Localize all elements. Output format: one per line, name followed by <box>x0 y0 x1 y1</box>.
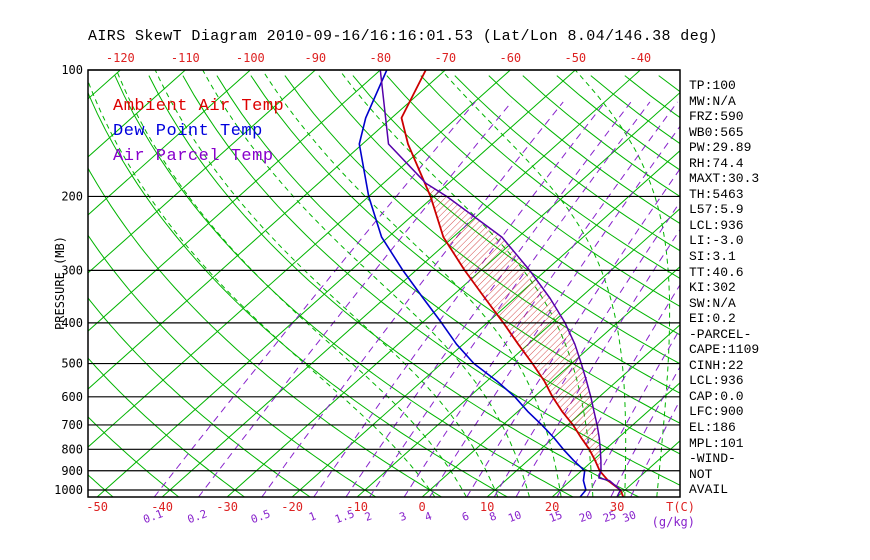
pressure-tick-label: 800 <box>61 442 83 456</box>
parcel-temp-curve <box>379 70 622 497</box>
index-line: MAXT:30.3 <box>689 171 760 187</box>
index-line: TP:100 <box>689 78 736 93</box>
pressure-tick-label: 100 <box>61 63 83 77</box>
bottom-temp-tick-label: 20 <box>545 500 559 514</box>
temp-unit-label: T(C) <box>666 500 695 514</box>
top-temp-tick-label: -90 <box>304 51 326 65</box>
chart-title: AIRS SkewT Diagram 2010-09-16/16:16:01.5… <box>88 28 718 45</box>
bottom-temp-tick-label: 0 <box>418 500 425 514</box>
top-temp-tick-label: -110 <box>171 51 200 65</box>
index-line: NOT <box>689 466 713 482</box>
plot-area <box>88 70 680 497</box>
mixing-ratio-tick-label: 2 <box>363 509 374 523</box>
sounding-indices-panel: TP:100 MW:N/A FRZ:590 WB0:565 PW:29.89 RH:74.… <box>689 78 759 498</box>
plot-frame <box>87 69 681 498</box>
index-line: CAPE:1109 <box>689 342 760 358</box>
pressure-tick-label: 900 <box>61 464 83 478</box>
mixing-ratio-tick-label: 25 <box>601 508 618 525</box>
pressure-tick-label: 300 <box>61 263 83 277</box>
pressure-tick-label: 600 <box>61 390 83 404</box>
index-line: SW:N/A <box>689 295 736 311</box>
bottom-temp-tick-label: 10 <box>480 500 494 514</box>
plot-legend: Ambient Air Temp Dew Point Temp Air Parcel… <box>113 94 284 169</box>
mixing-ratio-unit-label: (g/kg) <box>652 515 695 529</box>
top-temp-tick-label: -40 <box>629 51 651 65</box>
legend-item-1: Dew Point Temp <box>113 122 263 141</box>
mixing-ratio-tick-label: 1 <box>307 509 318 523</box>
index-line: TH:5463 <box>689 186 744 202</box>
top-temp-tick-label: -80 <box>369 51 391 65</box>
index-line: WB0:565 <box>689 124 744 140</box>
dew-point-curve <box>358 70 587 497</box>
bottom-temp-tick-label: -20 <box>281 500 303 514</box>
bottom-temp-tick-label: -10 <box>346 500 368 514</box>
bottom-temp-tick-label: 30 <box>610 500 624 514</box>
top-temp-tick-label: -70 <box>434 51 456 65</box>
index-line: RH:74.4 <box>689 155 744 171</box>
index-line: CAP:0.0 <box>689 388 744 404</box>
index-line: KI:302 <box>689 280 736 296</box>
index-line: LCL:936 <box>689 373 744 389</box>
index-line: MPL:101 <box>689 435 744 451</box>
mixing-ratio-tick-label: 6 <box>460 509 471 523</box>
index-line: PW:29.89 <box>689 140 752 156</box>
top-temp-tick-label: -50 <box>564 51 586 65</box>
index-line: TT:40.6 <box>689 264 744 280</box>
bottom-temp-tick-label: -50 <box>86 500 108 514</box>
bottom-temp-tick-label: -40 <box>151 500 173 514</box>
pressure-tick-label: 500 <box>61 357 83 371</box>
index-line: SI:3.1 <box>689 249 736 265</box>
mixing-ratio-tick-label: 8 <box>488 509 499 523</box>
mixing-ratio-tick-label: 0.5 <box>249 507 272 526</box>
index-line: -PARCEL- <box>689 326 752 342</box>
index-line: EI:0.2 <box>689 311 736 327</box>
index-line: CINH:22 <box>689 357 744 373</box>
legend-item-0: Ambient Air Temp <box>113 97 285 116</box>
pressure-tick-label: 200 <box>61 189 83 203</box>
index-line: MW:N/A <box>689 93 736 109</box>
index-line: -WIND- <box>689 451 736 467</box>
pressure-tick-label: 400 <box>61 316 83 330</box>
index-line: LI:-3.0 <box>689 233 744 249</box>
legend-item-2: Air Parcel Temp <box>113 147 274 166</box>
mixing-ratio-tick-label: 20 <box>577 508 594 525</box>
y-axis-title: PRESSURE (MB) <box>53 236 67 330</box>
mixing-ratio-tick-label: 0.1 <box>141 507 164 526</box>
mixing-ratio-tick-label: 4 <box>423 509 434 524</box>
mixing-ratio-tick-label: 3 <box>398 509 409 523</box>
index-line: EL:186 <box>689 420 736 436</box>
index-line: LCL:936 <box>689 217 744 233</box>
index-line: AVAIL <box>689 482 729 498</box>
mixing-ratio-tick-label: 0.2 <box>186 507 209 526</box>
index-line: LFC:900 <box>689 404 744 420</box>
mixing-ratio-tick-label: 15 <box>547 508 564 525</box>
bottom-temp-tick-label: -30 <box>216 500 238 514</box>
cape-hatch-area <box>424 183 601 472</box>
top-temp-tick-label: -100 <box>236 51 265 65</box>
index-line: L57:5.9 <box>689 202 744 218</box>
mixing-ratio-tick-label: 30 <box>621 508 638 525</box>
mixing-ratio-tick-label: 1.5 <box>333 507 356 526</box>
index-line: FRZ:590 <box>689 109 744 125</box>
ambient-temp-curve <box>400 70 625 497</box>
top-temp-tick-label: -120 <box>106 51 135 65</box>
top-temp-tick-label: -60 <box>499 51 521 65</box>
pressure-tick-label: 1000 <box>54 483 83 497</box>
mixing-ratio-tick-label: 10 <box>506 508 523 525</box>
pressure-tick-label: 700 <box>61 418 83 432</box>
